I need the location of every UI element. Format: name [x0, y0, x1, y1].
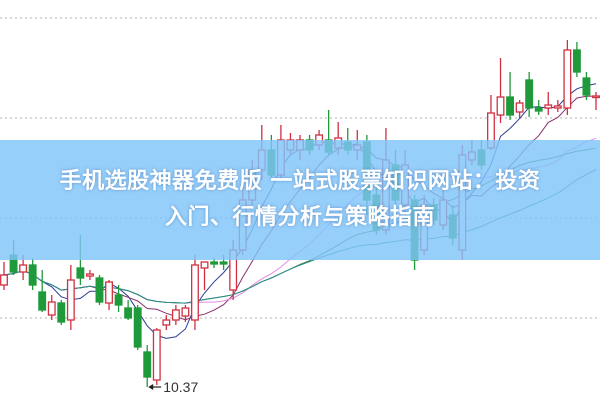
candle-body — [200, 261, 209, 269]
candle-body — [47, 301, 56, 316]
title-line-1: 手机选股神器免费版 一站式股票知识网站：投资 — [59, 169, 541, 194]
candle-body — [85, 273, 94, 277]
title-banner: 手机选股神器免费版 一站式股票知识网站：投资 入门、行情分析与策略指南 — [0, 140, 600, 260]
candle-body — [152, 329, 161, 381]
candle-body — [105, 281, 113, 304]
candle-body — [496, 96, 505, 116]
candle-body — [95, 277, 104, 303]
candle-body — [219, 261, 228, 265]
candle-body — [210, 261, 219, 265]
candle-body — [525, 79, 534, 109]
candle-body — [544, 104, 553, 109]
candle-body — [191, 264, 199, 321]
candle-body — [506, 96, 515, 116]
candle-body — [592, 95, 600, 99]
candle-body — [57, 302, 66, 323]
title-line-2: 入门、行情分析与策略指南 — [164, 205, 435, 230]
candle-body — [124, 307, 133, 319]
low-arrow-head — [148, 384, 154, 390]
candle-body — [563, 49, 572, 109]
candle-body — [553, 105, 562, 109]
candle-body — [19, 264, 28, 273]
candle-body — [28, 264, 37, 286]
candle-body — [582, 77, 591, 96]
candle-body — [534, 107, 543, 112]
candle-body — [181, 307, 190, 317]
candle-body — [66, 279, 75, 321]
candle-body — [171, 309, 180, 321]
candle-body — [0, 274, 8, 286]
candle-body — [515, 102, 524, 113]
low-price-label: 10.37 — [163, 379, 198, 395]
candle-body — [572, 49, 581, 73]
candle-body — [76, 267, 85, 279]
candle-body — [114, 294, 123, 306]
candle-body — [133, 307, 142, 348]
candle-body — [162, 319, 171, 326]
candle-body — [38, 291, 47, 311]
candle-body — [143, 351, 152, 378]
